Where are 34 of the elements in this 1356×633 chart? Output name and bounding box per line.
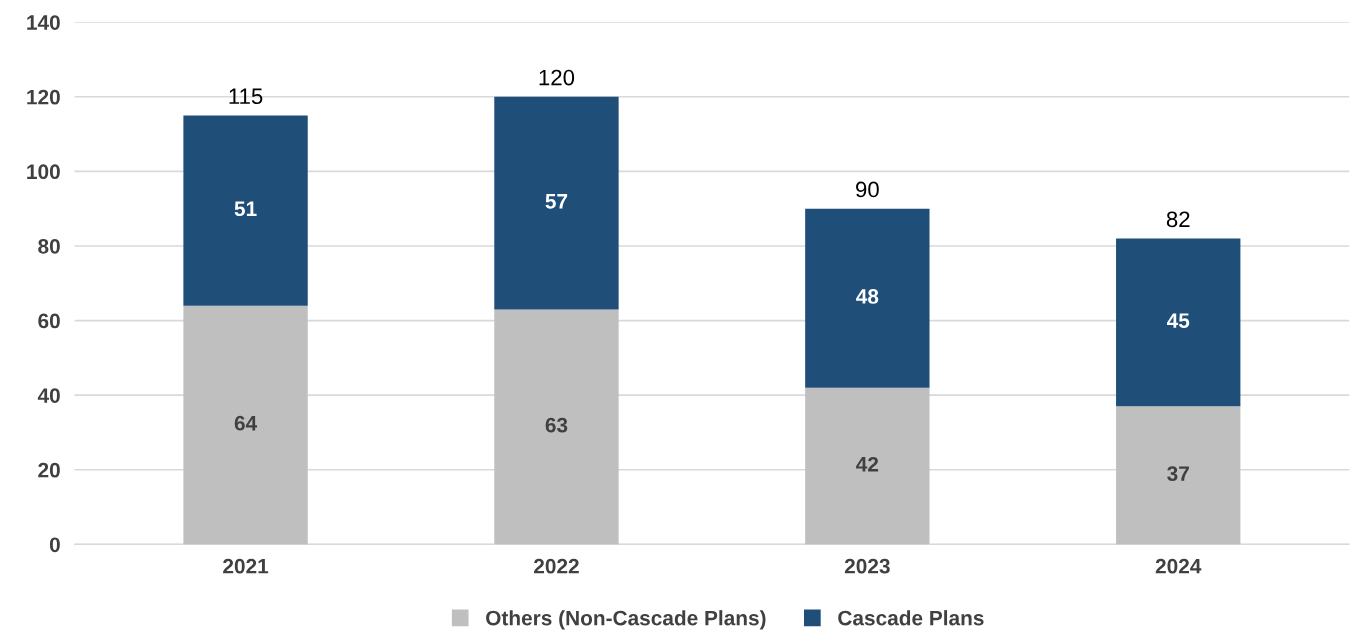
y-tick-label: 60 xyxy=(38,313,60,329)
x-tick-label: 2023 xyxy=(844,558,890,574)
x-tick-label: 2022 xyxy=(534,558,579,574)
data-label: 51 xyxy=(234,201,257,217)
bar xyxy=(183,305,308,545)
data-label: 64 xyxy=(234,415,258,431)
y-tick-label: 120 xyxy=(27,89,60,105)
y-tick-label: 140 xyxy=(27,15,60,30)
total-label: 120 xyxy=(539,69,575,86)
bar xyxy=(805,208,930,388)
bar xyxy=(1116,406,1241,545)
x-tick-label: 2024 xyxy=(1155,558,1202,574)
bar xyxy=(494,309,619,545)
data-label: 63 xyxy=(545,417,568,433)
data-label: 48 xyxy=(856,289,879,304)
y-tick-label: 100 xyxy=(27,164,60,180)
bar xyxy=(183,115,308,306)
bar xyxy=(494,96,619,310)
data-label: 42 xyxy=(856,456,879,472)
total-label: 90 xyxy=(856,181,879,198)
legend-label: Cascade Plans xyxy=(838,610,984,626)
bar xyxy=(1116,238,1241,407)
y-tick-label: 0 xyxy=(49,537,60,553)
total-label: 115 xyxy=(229,88,263,105)
data-label: 45 xyxy=(1166,313,1190,329)
data-label: 57 xyxy=(545,194,568,209)
x-tick-label: 2021 xyxy=(223,558,269,574)
y-tick-label: 40 xyxy=(37,388,60,403)
y-tick-label: 20 xyxy=(38,462,60,478)
legend-label: Others (Non-Cascade Plans) xyxy=(486,610,766,630)
bar xyxy=(805,387,930,545)
y-tick-label: 80 xyxy=(38,238,60,254)
total-label: 82 xyxy=(1166,211,1190,228)
data-label: 37 xyxy=(1167,466,1189,481)
